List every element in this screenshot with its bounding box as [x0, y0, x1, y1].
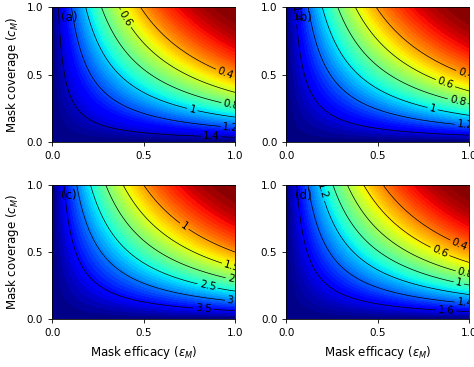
Text: 2: 2 [227, 273, 235, 284]
Text: (a): (a) [61, 11, 78, 24]
Text: 2.5: 2.5 [199, 280, 217, 293]
Text: 0.6: 0.6 [436, 76, 455, 91]
Text: 1.6: 1.6 [438, 305, 455, 316]
Text: 0.6: 0.6 [430, 244, 449, 259]
Text: 3: 3 [227, 295, 234, 306]
Text: 0.4: 0.4 [216, 65, 235, 81]
Text: 1.4: 1.4 [203, 131, 219, 142]
X-axis label: Mask efficacy ($\epsilon_M$): Mask efficacy ($\epsilon_M$) [90, 344, 197, 361]
Text: 0.8: 0.8 [448, 95, 467, 108]
Text: 1.4: 1.4 [456, 297, 474, 309]
Text: 1.2: 1.2 [456, 120, 474, 131]
Text: 3.5: 3.5 [195, 303, 212, 315]
Text: 1: 1 [179, 220, 190, 232]
Text: 1.4: 1.4 [290, 6, 301, 23]
Text: 0.8: 0.8 [456, 267, 474, 280]
Text: 0.4: 0.4 [456, 67, 474, 82]
Y-axis label: Mask coverage ($c_M$): Mask coverage ($c_M$) [4, 17, 21, 133]
Text: (b): (b) [295, 11, 312, 24]
Text: 1.2: 1.2 [222, 121, 239, 133]
Text: 0.8: 0.8 [222, 98, 240, 112]
Text: (d): (d) [295, 189, 312, 202]
Text: 1.2: 1.2 [314, 182, 328, 200]
Text: 1.5: 1.5 [222, 259, 241, 273]
Text: (c): (c) [61, 189, 77, 202]
Text: 1: 1 [455, 277, 463, 288]
X-axis label: Mask efficacy ($\epsilon_M$): Mask efficacy ($\epsilon_M$) [324, 344, 431, 361]
Text: 1: 1 [428, 103, 437, 114]
Text: 1: 1 [188, 104, 197, 115]
Text: 0.4: 0.4 [450, 236, 469, 252]
Y-axis label: Mask coverage ($c_M$): Mask coverage ($c_M$) [4, 194, 21, 310]
Text: 0.6: 0.6 [117, 9, 134, 28]
